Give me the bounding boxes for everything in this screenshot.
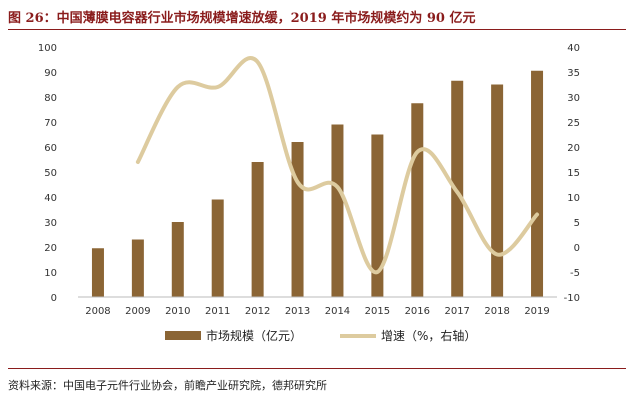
bar	[291, 142, 304, 297]
title-rule	[8, 29, 626, 30]
x-axis-tick: 2010	[165, 306, 190, 317]
bar	[91, 248, 104, 297]
x-axis-ticks: 2008 2009 2010 2011 2012 2013 2014 2015 2016 2017…	[85, 306, 550, 317]
right-axis-tick: 5	[574, 218, 580, 229]
bar	[411, 103, 424, 297]
x-axis-tick: 2013	[285, 306, 310, 317]
right-axis-tick: -10	[564, 293, 580, 304]
left-axis-tick: 20	[44, 243, 57, 254]
figure-title: 图 26：中国薄膜电容器行业市场规模增速放缓，2019 年市场规模约为 90 亿…	[8, 11, 476, 26]
x-axis-tick: 2015	[365, 306, 390, 317]
right-axis-ticks: -10 -5 0 5 10 15 20 25 30 35 40	[564, 43, 580, 304]
left-axis-ticks: 0 10 20 30 40 50 60 70 80 90 100	[38, 43, 57, 304]
source-note: 资料来源：中国电子元件行业协会，前瞻产业研究院，德邦研究所	[8, 379, 327, 392]
right-axis-tick: 35	[567, 68, 580, 79]
x-axis-tick: 2011	[205, 306, 230, 317]
x-axis-tick: 2017	[444, 306, 469, 317]
right-axis-tick: 10	[567, 193, 580, 204]
left-axis-tick: 70	[44, 118, 57, 129]
right-axis-tick: 0	[574, 243, 580, 254]
bar	[251, 162, 264, 297]
x-axis-tick: 2008	[85, 306, 110, 317]
left-axis-tick: 0	[51, 293, 57, 304]
bar	[491, 84, 504, 297]
x-axis-tick: 2014	[325, 306, 350, 317]
bar	[371, 134, 384, 297]
x-axis-tick: 2019	[524, 306, 549, 317]
x-axis-tick: 2018	[484, 306, 509, 317]
left-axis-tick: 60	[44, 143, 57, 154]
source-rule	[8, 368, 626, 369]
legend-bar-swatch	[165, 331, 201, 340]
legend-line-label: 增速（%，右轴）	[381, 328, 476, 343]
bar	[531, 70, 544, 297]
left-axis-tick: 40	[44, 193, 57, 204]
left-axis-tick: 10	[44, 268, 57, 279]
bar	[331, 124, 344, 297]
left-axis-tick: 30	[44, 218, 57, 229]
bar	[131, 239, 144, 297]
left-axis-tick: 80	[44, 93, 57, 104]
left-axis-tick: 50	[44, 168, 57, 179]
right-axis-tick: 20	[567, 143, 580, 154]
bar	[211, 199, 224, 297]
right-axis-tick: 25	[567, 118, 580, 129]
growth-line	[135, 56, 540, 275]
legend-bar-label: 市场规模（亿元）	[206, 328, 302, 343]
right-axis-tick: 30	[567, 93, 580, 104]
x-axis-tick: 2016	[405, 306, 430, 317]
right-axis-tick: -5	[570, 268, 580, 279]
x-axis-tick: 2009	[125, 306, 150, 317]
x-axis-tick: 2012	[245, 306, 270, 317]
right-axis-tick: 15	[567, 168, 580, 179]
right-axis-tick: 40	[567, 43, 580, 54]
bars	[91, 70, 544, 297]
bar	[171, 222, 184, 297]
left-axis-tick: 100	[38, 43, 57, 54]
left-axis-tick: 90	[44, 68, 57, 79]
